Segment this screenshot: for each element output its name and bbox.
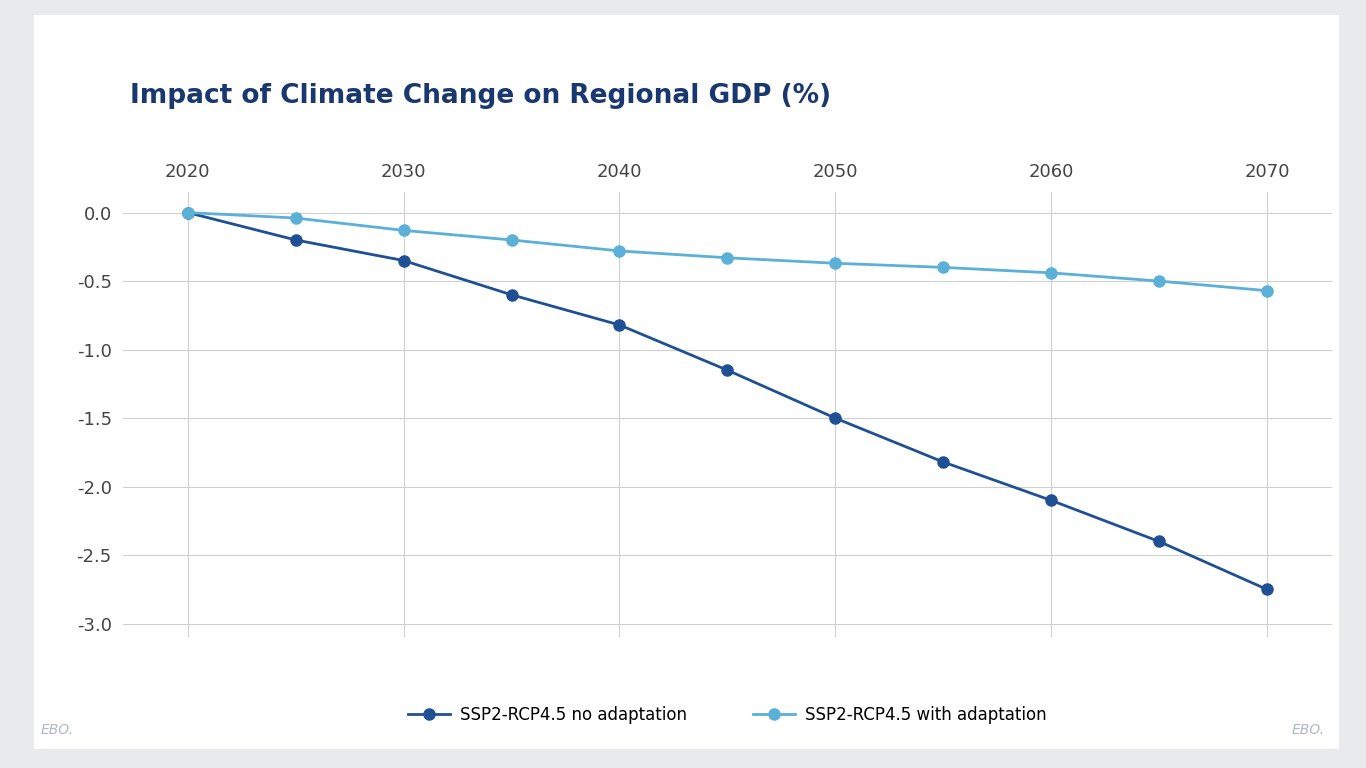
SSP2-RCP4.5 with adaptation	[503, 235, 519, 244]
SSP2-RCP4.5 with adaptation	[1259, 286, 1276, 295]
SSP2-RCP4.5 no adaptation	[828, 413, 844, 422]
SSP2-RCP4.5 no adaptation	[503, 290, 519, 300]
Line: SSP2-RCP4.5 no adaptation: SSP2-RCP4.5 no adaptation	[182, 207, 1273, 595]
SSP2-RCP4.5 with adaptation	[179, 208, 195, 217]
Text: EBO.: EBO.	[1292, 723, 1325, 737]
SSP2-RCP4.5 with adaptation	[1044, 268, 1060, 277]
SSP2-RCP4.5 with adaptation	[395, 226, 411, 235]
SSP2-RCP4.5 no adaptation	[395, 256, 411, 265]
Text: Impact of Climate Change on Regional GDP (%): Impact of Climate Change on Regional GDP…	[130, 83, 831, 109]
SSP2-RCP4.5 with adaptation	[1152, 276, 1168, 286]
SSP2-RCP4.5 no adaptation	[720, 366, 736, 375]
SSP2-RCP4.5 with adaptation	[936, 263, 952, 272]
Text: EBO.: EBO.	[41, 723, 74, 737]
SSP2-RCP4.5 with adaptation	[287, 214, 303, 223]
SSP2-RCP4.5 no adaptation	[287, 235, 303, 244]
SSP2-RCP4.5 with adaptation	[720, 253, 736, 263]
Legend: SSP2-RCP4.5 no adaptation, SSP2-RCP4.5 with adaptation: SSP2-RCP4.5 no adaptation, SSP2-RCP4.5 w…	[402, 699, 1053, 730]
SSP2-RCP4.5 no adaptation	[1044, 496, 1060, 505]
SSP2-RCP4.5 no adaptation	[1259, 585, 1276, 594]
SSP2-RCP4.5 no adaptation	[179, 208, 195, 217]
SSP2-RCP4.5 with adaptation	[828, 259, 844, 268]
SSP2-RCP4.5 no adaptation	[936, 458, 952, 467]
SSP2-RCP4.5 with adaptation	[611, 247, 627, 256]
SSP2-RCP4.5 no adaptation	[1152, 537, 1168, 546]
SSP2-RCP4.5 no adaptation	[611, 320, 627, 329]
Line: SSP2-RCP4.5 with adaptation: SSP2-RCP4.5 with adaptation	[182, 207, 1273, 296]
